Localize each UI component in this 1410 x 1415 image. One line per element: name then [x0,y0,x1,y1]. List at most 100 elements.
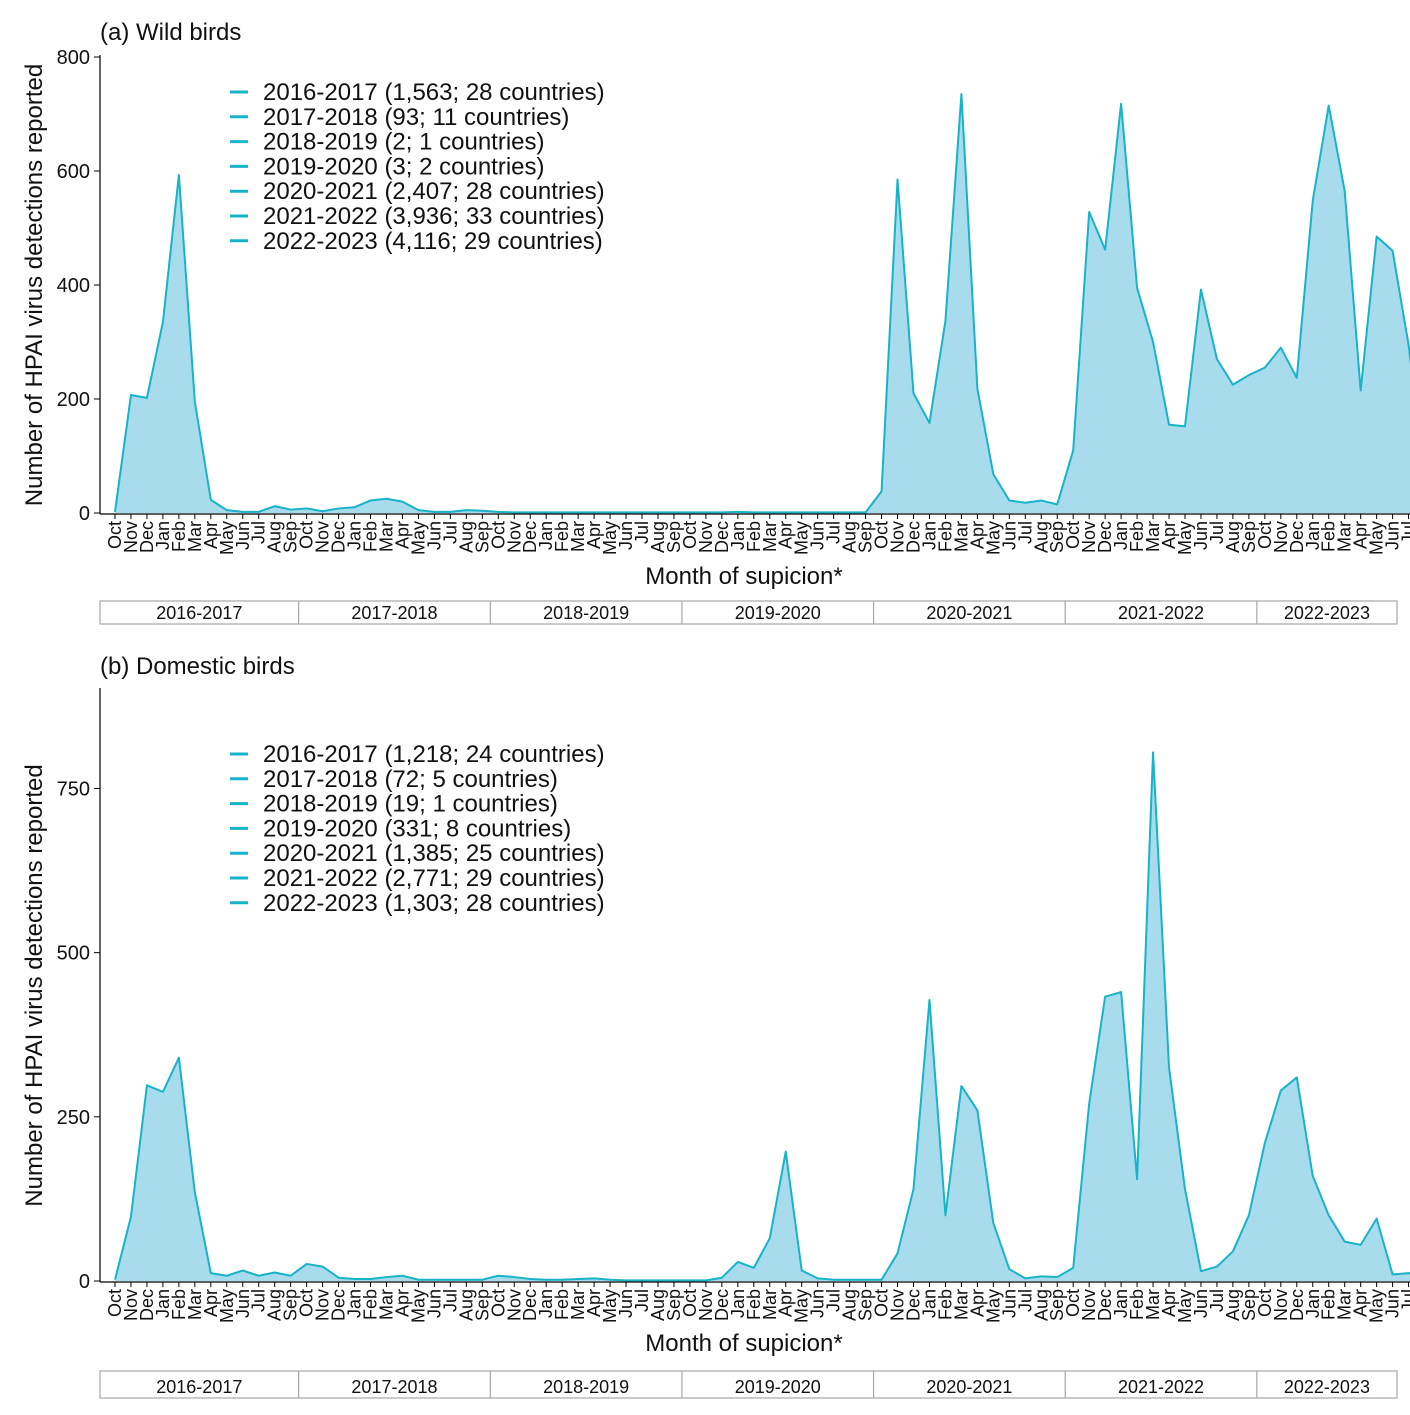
x-tick-label: Nov [313,521,333,553]
data-point [689,511,691,513]
data-point [1344,1241,1346,1243]
data-point [481,1279,483,1281]
season-label: 2017-2018 [351,603,437,623]
season-label: 2016-2017 [156,603,242,623]
x-tick-label: Jan [919,1289,939,1318]
data-point [1056,1276,1058,1278]
legend-entry: 2022-2023 (4,116; 29 countries) [263,228,603,255]
x-tick-label: Oct [297,521,317,549]
data-point [928,999,930,1001]
x-tick-label: Feb [1127,1289,1147,1320]
data-point [1376,236,1378,238]
x-tick-label: Oct [105,521,125,549]
x-tick-label: Mar [760,521,780,552]
x-tick-label: Feb [744,521,764,552]
data-point [1376,1218,1378,1220]
data-point [849,511,851,513]
data-point [433,511,435,513]
x-tick-label: May [1175,521,1195,555]
data-point [1200,289,1202,291]
x-tick-label: Nov [696,521,716,553]
x-tick-label: Oct [105,1289,125,1317]
x-tick-label: May [1367,521,1387,555]
x-tick-label: Sep [1047,1289,1067,1321]
data-point [609,511,611,513]
data-point [769,511,771,513]
x-tick-label: Aug [840,521,860,553]
data-point [146,397,148,399]
x-tick-label: Dec [137,1289,157,1321]
x-tick-label: Dec [1095,1289,1115,1321]
x-tick-label: Apr [967,521,987,549]
panel-title: (b) Domestic birds [100,653,295,680]
season-label: 2020-2021 [926,1377,1012,1397]
data-point [1232,1250,1234,1252]
x-tick-label: Sep [472,521,492,553]
x-tick-label: Jan [728,521,748,550]
x-tick-label: Jan [728,1289,748,1318]
data-point [657,511,659,513]
x-tick-label: May [408,521,428,555]
season-strip [99,1370,1398,1399]
x-tick-label: Jun [616,1289,636,1318]
data-point [401,1275,403,1277]
x-tick-label: Apr [1159,1289,1179,1317]
x-tick-label: Feb [1127,521,1147,552]
x-tick-label: Jun [999,1289,1019,1318]
data-point [705,1279,707,1281]
legend-entry: 2017-2018 (72; 5 countries) [263,766,558,793]
x-tick-label: Jul [632,1289,652,1312]
x-axis-title: Month of supicion* [645,1330,842,1357]
data-point [162,321,164,323]
data-point [258,511,260,513]
data-point [1360,1244,1362,1246]
data-point [673,1279,675,1281]
season-label: 2020-2021 [926,603,1012,623]
x-tick-label: Nov [888,521,908,553]
x-tick-label: Nov [1079,1289,1099,1321]
x-tick-label: Nov [696,1289,716,1321]
data-point [1328,1214,1330,1216]
x-tick-label: Apr [776,1289,796,1317]
data-point [705,511,707,513]
legend-entry: 2019-2020 (331; 8 countries) [263,815,571,842]
x-tick-label: Jan [536,521,556,550]
data-point [194,401,196,403]
data-point [992,1222,994,1224]
data-point [1392,250,1394,252]
data-point [1152,341,1154,343]
x-tick-label: Dec [1287,1289,1307,1321]
season-label: 2016-2017 [156,1377,242,1397]
data-point [1168,1067,1170,1069]
data-point [944,320,946,322]
x-tick-label: Dec [520,1289,540,1321]
x-tick-label: Jul [1399,1289,1410,1312]
data-point [913,1188,915,1190]
data-point [1024,502,1026,504]
x-tick-label: Dec [329,521,349,553]
x-tick-label: Feb [169,521,189,552]
x-tick-label: Oct [1063,1289,1083,1317]
data-point [1392,1273,1394,1275]
x-tick-label: Dec [1287,521,1307,553]
legend-entry: 2016-2017 (1,218; 24 countries) [263,741,605,768]
x-tick-label: Apr [967,1289,987,1317]
data-point [194,1191,196,1193]
data-point [721,1277,723,1279]
x-tick-label: Apr [392,521,412,549]
season-label: 2022-2023 [1284,1377,1370,1397]
data-point [178,1057,180,1059]
data-point [673,511,675,513]
data-point [465,1279,467,1281]
data-point [465,509,467,511]
data-point [1088,211,1090,213]
x-tick-label: Apr [584,1289,604,1317]
data-point [976,1109,978,1111]
x-tick-label: Aug [456,521,476,553]
x-tick-label: Mar [951,1289,971,1320]
x-tick-label: Nov [504,521,524,553]
season-label: 2017-2018 [351,1377,437,1397]
data-point [1088,1103,1090,1105]
x-tick-label: Sep [1239,521,1259,553]
data-point [114,511,116,513]
